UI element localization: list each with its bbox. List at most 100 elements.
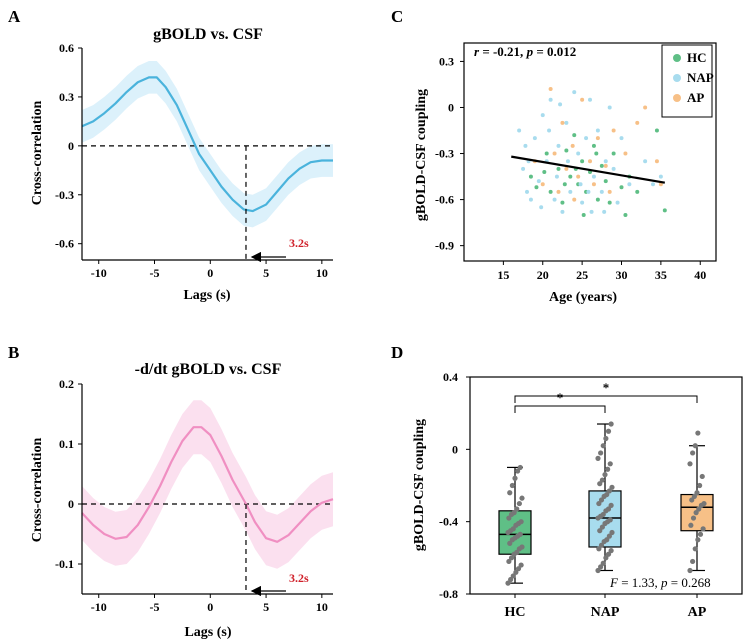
panel-c-point-nap: [607, 105, 612, 110]
panel-a-y-tick-label: 0.3: [59, 90, 74, 104]
panel-c-point-nap: [523, 143, 528, 148]
panel-d-y-tick-label: 0: [452, 442, 458, 456]
panel-c-point-ap: [576, 174, 581, 179]
panel-c-y-tick-label: -0.3: [435, 147, 454, 161]
panel-d-point-nap: [609, 484, 615, 490]
panel-c-legend: HC NAP AP: [661, 44, 714, 118]
panel-c-point-hc: [528, 174, 533, 179]
panel-c-point-nap: [556, 143, 561, 148]
panel-d-point-nap: [607, 517, 613, 523]
panel-d-point-hc: [518, 562, 524, 568]
panel-c-point-nap: [565, 159, 570, 164]
panel-c-point-hc: [534, 185, 539, 190]
panel-d-point-ap: [701, 500, 707, 507]
panel-d-point-nap: [605, 466, 611, 472]
panel-d-point-hc: [509, 482, 515, 489]
panel-d-point-ap: [688, 522, 694, 528]
panel-c-y-tick-label: -0.9: [435, 239, 454, 253]
panel-c-point-nap: [588, 97, 592, 102]
panel-d-point-ap: [694, 490, 700, 496]
panel-c-point-hc: [581, 212, 586, 217]
panel-a-y-tick-label: 0: [68, 139, 74, 153]
panel-d-point-nap: [608, 502, 614, 508]
panel-c-point-ap: [607, 189, 612, 194]
panel-c-point-nap: [525, 189, 529, 194]
panel-c-point-ap: [572, 197, 577, 202]
panel-c-point-ap: [635, 120, 640, 125]
panel-d-point-hc: [511, 510, 517, 516]
panel-c-point-hc: [623, 212, 628, 217]
panel-d-point-hc: [506, 558, 512, 565]
panel-c-x-tick-label: 30: [616, 268, 628, 282]
panel-d-point-nap: [595, 567, 601, 574]
panel-d-point-nap: [598, 497, 605, 503]
panel-c-point-hc: [544, 151, 549, 156]
panel-d-point-hc: [517, 464, 523, 471]
panel-d-point-ap: [692, 443, 698, 449]
panel-b-confidence-band: [82, 400, 333, 569]
panel-c-point-hc: [654, 128, 659, 133]
panel-d-point-hc: [508, 555, 515, 561]
panel-d-frame: [469, 376, 743, 595]
panel-b-plot: -10 -5 0 5 10 0.2 0.1 0 -0.1: [55, 377, 334, 614]
panel-d-point-nap: [597, 481, 603, 487]
panel-d-y-tick-label: -0.4: [439, 515, 458, 529]
panel-c-point-nap: [651, 182, 655, 187]
panel-a-mean-line: [81, 76, 333, 213]
panel-c-point-ap: [556, 189, 561, 194]
panel-d-point-hc: [510, 573, 516, 579]
panel-d-point-nap: [604, 537, 610, 543]
panel-b: B -d/dt gBOLD vs. CSF Lags (s) Cross-cor…: [8, 343, 334, 640]
panel-c-ylabel: gBOLD-CSF coupling: [414, 89, 429, 221]
panel-c-x-tick-label: 15: [497, 268, 509, 282]
panel-c-point-hc: [603, 179, 608, 184]
panel-c-point-nap: [580, 200, 585, 205]
panel-c-point-hc: [564, 148, 569, 153]
panel-d-point-hc: [506, 515, 512, 521]
panel-c-point-hc: [562, 182, 567, 187]
panel-c-legend-box: [661, 44, 713, 118]
panel-d-point-ap: [697, 531, 704, 537]
panel-b-x-tick-label: 10: [316, 600, 328, 614]
panel-d-point-nap: [605, 551, 612, 557]
panel-a-ylabel: Cross-correlation: [30, 101, 45, 206]
panel-c-frame: [463, 42, 717, 262]
panel-d-point-hc: [505, 580, 511, 586]
panel-c-point-nap: [578, 182, 583, 187]
panel-d-point-nap: [598, 542, 605, 548]
panel-a-x-tick-label: -10: [91, 266, 107, 280]
panel-d-point-hc: [519, 495, 525, 501]
panel-d-point-hc: [514, 549, 520, 556]
panel-c-point-nap: [586, 189, 591, 194]
panel-c-point-nap: [643, 159, 648, 164]
panel-d-point-ap: [690, 558, 696, 565]
panel-c-point-hc: [595, 197, 600, 202]
panel-d-point-nap: [603, 435, 609, 442]
panel-c-y-tick-label: 0.3: [439, 54, 454, 68]
panel-c-point-nap: [547, 128, 552, 133]
panel-c-y-tick-label: -0.6: [435, 193, 454, 207]
panel-c-point-ap: [570, 143, 575, 148]
panel-a-x-tick-label: -5: [150, 266, 160, 280]
panel-d-point-nap: [595, 455, 601, 461]
panel-c-point-nap: [599, 189, 604, 194]
panel-d-point-nap: [600, 443, 606, 449]
panel-a-x-tick-label: 10: [316, 266, 328, 280]
panel-c-x-tick-label: 35: [655, 268, 667, 282]
panel-a-confidence-band: [82, 61, 333, 228]
panel-c-legend-swatch-nap: [673, 74, 681, 82]
panel-c-point-ap: [595, 136, 600, 141]
panel-c-point-ap: [560, 120, 565, 125]
panel-c-point-ap: [603, 163, 608, 168]
panel-c-legend-label-nap: NAP: [687, 70, 714, 85]
panel-d-point-ap: [696, 506, 702, 512]
panel-c-point-nap: [591, 174, 596, 179]
panel-d-point-ap: [700, 526, 706, 532]
panel-d-point-nap: [596, 500, 602, 507]
panel-a-y-tick-label: -0.6: [55, 237, 74, 251]
panel-b-xlabel: Lags (s): [184, 625, 231, 640]
panel-c-point-nap: [554, 174, 559, 179]
panel-d-point-hc: [517, 531, 523, 537]
panel-c-point-ap: [623, 151, 628, 156]
panel-d-point-hc: [514, 506, 520, 512]
